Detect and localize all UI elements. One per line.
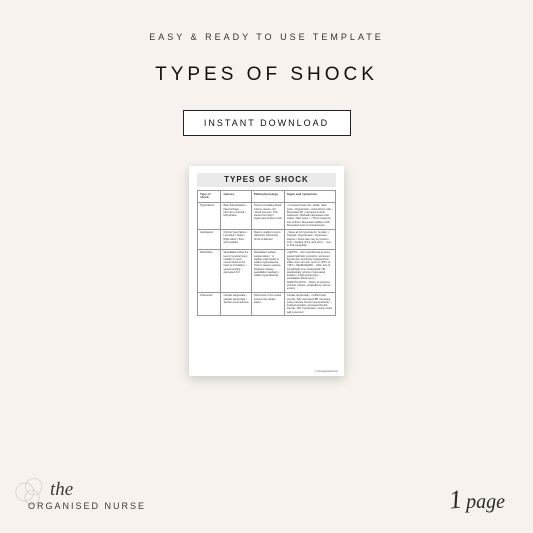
doc-table: Type of shock Causes Pathophysiology Sig…	[197, 190, 336, 316]
page-title: TYPES OF SHOCK	[0, 42, 533, 86]
table-row: Distributive Vasodilation below the leve…	[198, 249, 336, 292]
page-count-word: page	[466, 491, 505, 513]
cell: Obstruction in the vessel reduces the ca…	[251, 292, 284, 316]
table-row: Hypovolemic Body fluid depletion • Haemo…	[198, 202, 336, 229]
col-header: Type of shock	[198, 191, 221, 203]
table-header-row: Type of shock Causes Pathophysiology Sig…	[198, 191, 336, 203]
document-preview[interactable]: TYPES OF SHOCK Type of shock Causes Path…	[189, 166, 344, 376]
cell: • Same as for hypovolemic, but also: • H…	[284, 229, 335, 249]
table-row: Obstructive Cardiac tamponade • Cardiac …	[198, 292, 336, 316]
cell: Vasodilation without compensatory ↑ in c…	[251, 249, 284, 292]
brand-the: the	[50, 480, 146, 499]
cell: Cardiac tamponade – muffled heart sounds…	[284, 292, 335, 316]
cell: Hypovolemic	[198, 202, 221, 229]
cell: Cardiogenic	[198, 229, 221, 249]
cell: • SEPTIC – skin hyperthermia at onset, p…	[284, 249, 335, 292]
cell: Cardiac tamponade • Cardiac tamponade • …	[221, 292, 251, 316]
instant-download-button[interactable]: INSTANT DOWNLOAD	[183, 110, 351, 136]
page-count-num: 1	[448, 486, 464, 513]
col-header: Signs and symptoms	[284, 191, 335, 203]
col-header: Causes	[221, 191, 251, 203]
doc-footer: © theorganisednurse	[315, 370, 338, 373]
cell: • Increased heart rate • Weak, rapid pul…	[284, 202, 335, 229]
header-subtitle: EASY & READY TO USE TEMPLATE	[0, 0, 533, 42]
table-row: Cardiogenic Chronic heart failure • Left…	[198, 229, 336, 249]
cell: Body fluid depletion • Haemorrhage – int…	[221, 202, 251, 229]
cell: Vasodilation below the level of a spinal…	[221, 249, 251, 292]
brand-logo: the ORGANISED NURSE	[28, 480, 146, 513]
cell: Heart is unable to pump effectively. Pul…	[251, 229, 284, 249]
brand-deco-icon	[14, 474, 50, 510]
page-count: 1 page	[449, 487, 505, 513]
cell: Obstructive	[198, 292, 221, 316]
cell: Chronic heart failure • Left sided = dea…	[221, 229, 251, 249]
doc-title: TYPES OF SHOCK	[197, 173, 336, 187]
col-header: Pathophysiology	[251, 191, 284, 203]
cell: Too few circulating blood volume causes …	[251, 202, 284, 229]
cell: Distributive	[198, 249, 221, 292]
